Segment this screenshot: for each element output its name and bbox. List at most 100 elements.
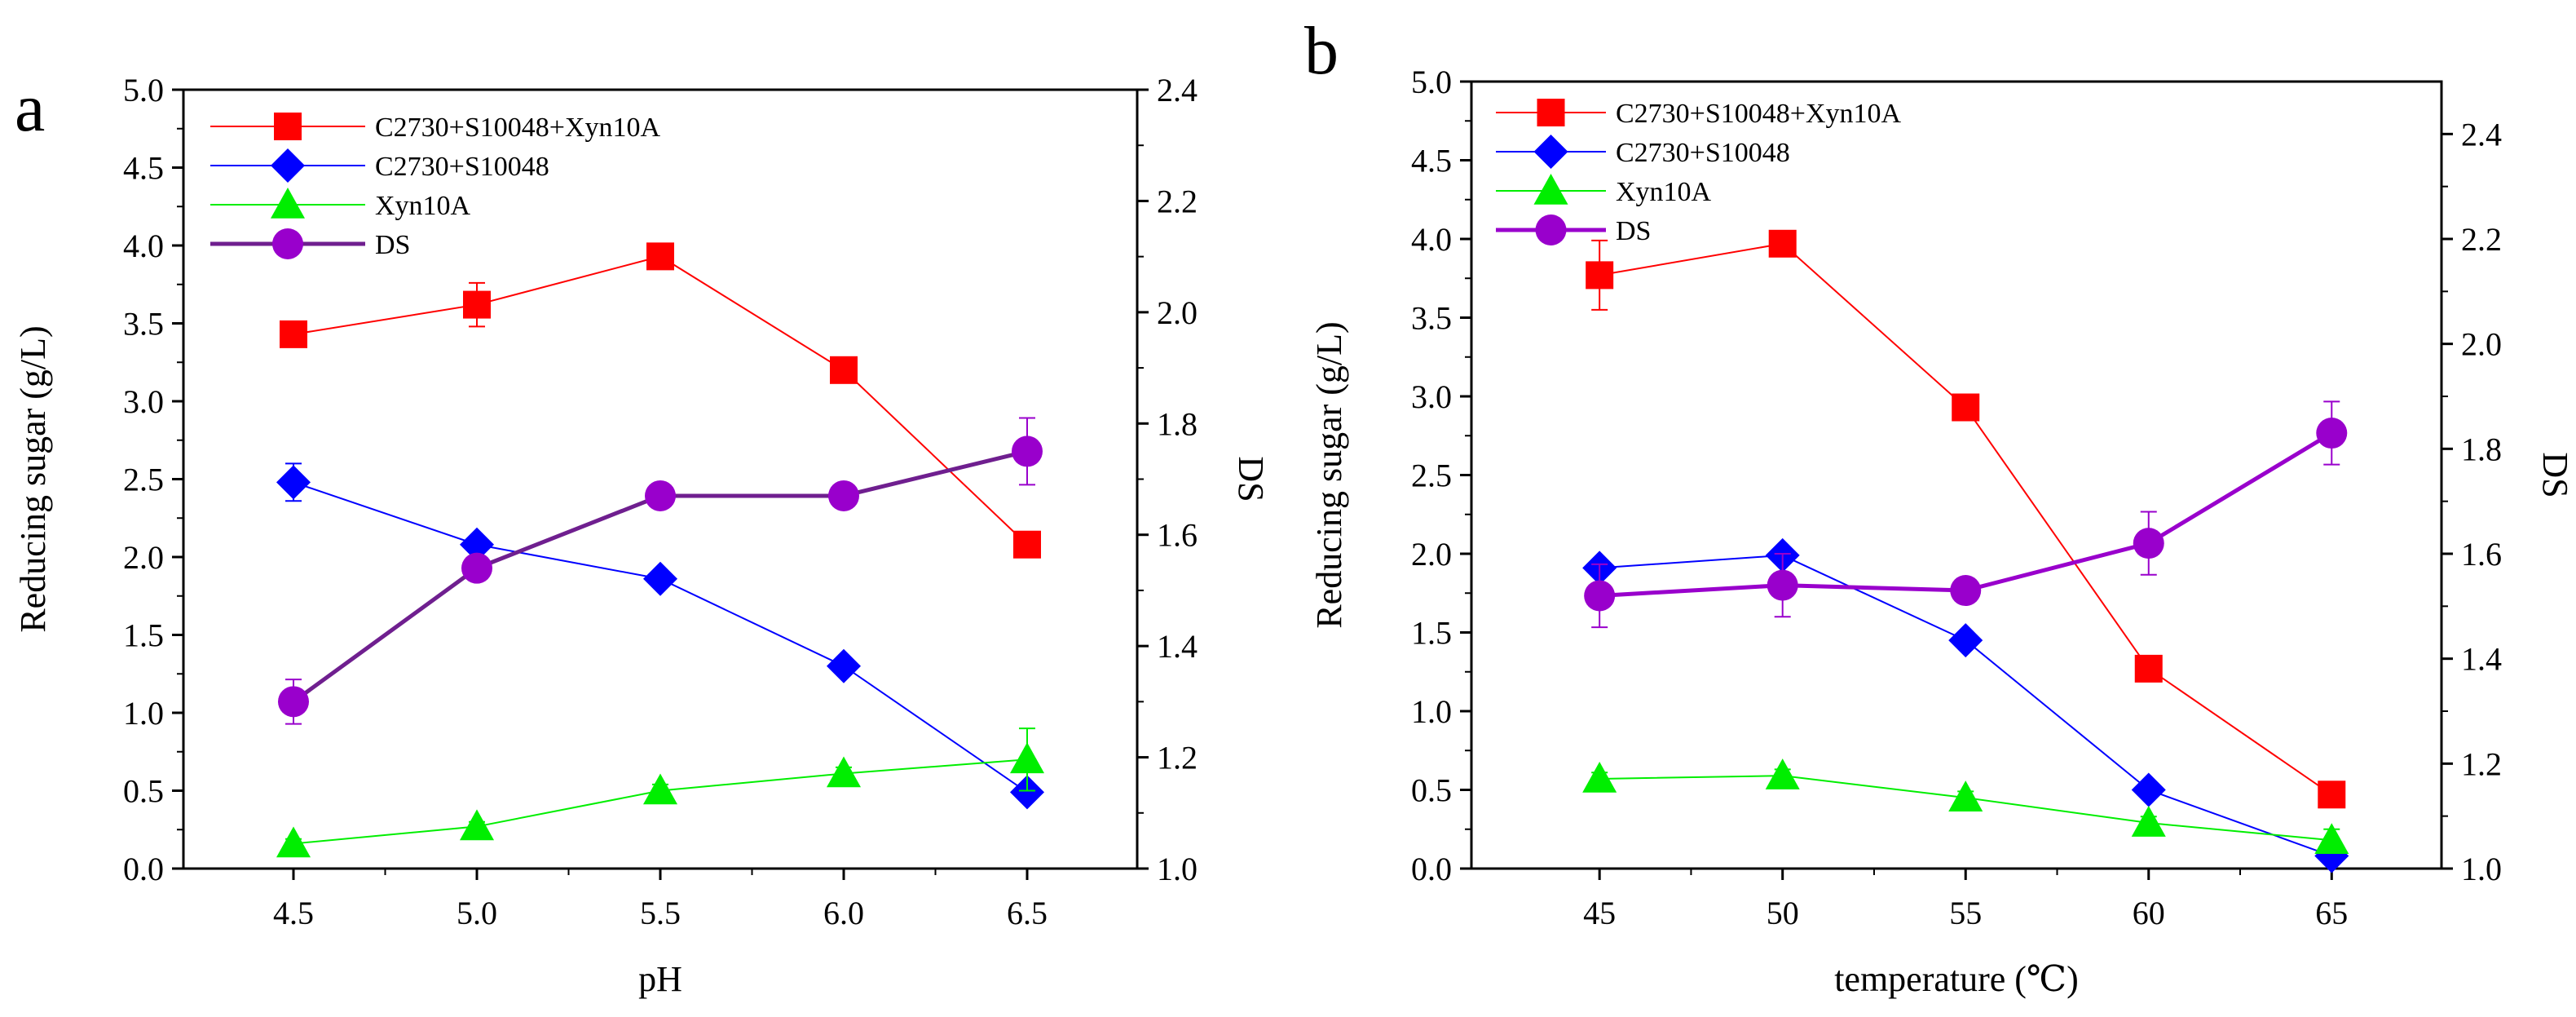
- x-axis-label: pH: [638, 959, 682, 999]
- data-point: [828, 480, 859, 511]
- y2-tick-label: 1.4: [1157, 628, 1198, 665]
- data-point: [2314, 823, 2349, 855]
- y-tick-label: 2.5: [123, 462, 164, 498]
- data-point: [2131, 806, 2166, 837]
- series-2: [1582, 758, 2349, 855]
- y-tick-label: 3.5: [123, 306, 164, 343]
- data-point: [646, 242, 674, 271]
- data-point: [460, 809, 494, 841]
- series-3: [278, 417, 1043, 725]
- data-point: [276, 826, 311, 858]
- legend-label: C2730+S10048: [1616, 138, 1790, 168]
- data-point: [1948, 780, 1983, 811]
- legend-marker: [272, 228, 303, 259]
- legend-label: Xyn10A: [1616, 177, 1712, 207]
- legend-label: C2730+S10048: [375, 152, 549, 182]
- y2-tick-label: 1.8: [2461, 431, 2502, 467]
- panel-letter: b: [1304, 13, 1339, 89]
- legend-marker: [1537, 99, 1565, 126]
- y-tick-label: 2.0: [123, 539, 164, 576]
- data-point: [1013, 530, 1041, 559]
- legend-marker: [1535, 214, 1567, 245]
- legend-marker: [1533, 174, 1568, 205]
- series-1: [276, 462, 1044, 810]
- data-point: [1012, 436, 1043, 467]
- data-point: [2316, 418, 2348, 449]
- x-tick-label: 5.5: [640, 895, 681, 931]
- legend-marker: [271, 188, 305, 219]
- x-tick-label: 6.5: [1007, 895, 1048, 931]
- y2-tick-label: 1.2: [1157, 740, 1198, 776]
- data-point: [2134, 654, 2163, 683]
- y-tick-label: 1.5: [1411, 615, 1452, 652]
- x-tick-label: 65: [2315, 895, 2348, 931]
- y-tick-label: 1.5: [123, 617, 164, 654]
- chart-panel-a: a 0.0 0.5 1.0 1.5 2.0 2.5 3.0 3.5 4.0 4.5 5.0 1.0 1.2…: [13, 70, 1271, 999]
- y-tick-label: 4.5: [123, 150, 164, 187]
- y-axis-label: Reducing sugar (g/L): [1309, 321, 1349, 628]
- y-tick-label: 2.5: [1411, 458, 1452, 494]
- x-tick-label: 55: [1949, 895, 1982, 931]
- panel-letter: a: [15, 70, 45, 146]
- x-tick-label: 4.5: [273, 895, 314, 931]
- legend: C2730+S10048+Xyn10A C2730+S10048 Xyn10A DS: [1496, 99, 1901, 246]
- data-point: [280, 320, 307, 348]
- y-tick-label: 3.5: [1411, 300, 1452, 337]
- x-tick-label: 45: [1583, 895, 1616, 931]
- data-point: [1765, 758, 1800, 789]
- y2-tick-label: 2.0: [2461, 326, 2502, 363]
- y-tick-label: 0.0: [123, 851, 164, 887]
- data-point: [1950, 575, 1982, 607]
- legend-label: C2730+S10048+Xyn10A: [1616, 99, 1901, 129]
- y-tick-label: 0.5: [1411, 772, 1452, 809]
- data-point: [276, 465, 311, 500]
- data-point: [827, 756, 861, 788]
- y-tick-label: 0.5: [123, 773, 164, 810]
- y2-tick-label: 1.0: [2461, 851, 2502, 887]
- data-point: [1010, 742, 1044, 774]
- y2-axis-label: DS: [1231, 456, 1271, 502]
- y2-tick-label: 2.4: [2461, 116, 2502, 153]
- y-tick-label: 4.5: [1411, 143, 1452, 179]
- y-tick-label: 1.0: [1411, 693, 1452, 730]
- legend: C2730+S10048+Xyn10A C2730+S10048 Xyn10A DS: [210, 113, 660, 260]
- series-0: [1586, 229, 2346, 809]
- x-axis-label: temperature (℃): [1834, 959, 2079, 999]
- y2-tick-label: 1.8: [1157, 405, 1198, 442]
- y-tick-label: 5.0: [1411, 64, 1452, 100]
- y2-tick-label: 1.0: [1157, 851, 1198, 887]
- data-point: [645, 480, 676, 511]
- y2-tick-label: 1.6: [2461, 536, 2502, 573]
- y-tick-label: 3.0: [1411, 378, 1452, 415]
- y-tick-label: 0.0: [1411, 851, 1452, 887]
- data-point: [643, 773, 677, 805]
- data-point: [2133, 528, 2164, 559]
- y-tick-label: 1.0: [123, 695, 164, 732]
- data-point: [643, 561, 677, 596]
- series-0: [280, 242, 1041, 559]
- x-tick-label: 5.0: [457, 895, 497, 931]
- series-line: [293, 481, 1028, 794]
- data-point: [1948, 623, 1983, 658]
- data-point: [2131, 772, 2166, 807]
- y-tick-label: 5.0: [123, 72, 164, 108]
- y2-tick-label: 1.4: [2461, 641, 2502, 678]
- data-point: [830, 356, 858, 384]
- y2-axis-label: DS: [2535, 452, 2575, 497]
- y-tick-label: 2.0: [1411, 536, 1452, 573]
- data-point: [1768, 229, 1797, 258]
- x-tick-label: 6.0: [823, 895, 864, 931]
- data-point: [827, 648, 861, 683]
- y2-tick-label: 1.6: [1157, 517, 1198, 554]
- y2-tick-label: 2.0: [1157, 294, 1198, 331]
- data-point: [1586, 261, 1614, 290]
- legend-marker: [274, 113, 302, 140]
- legend-label: C2730+S10048+Xyn10A: [375, 113, 660, 143]
- y-axis-label: Reducing sugar (g/L): [13, 325, 53, 632]
- x-tick-label: 50: [1767, 895, 1799, 931]
- legend-marker: [1533, 135, 1568, 169]
- legend-marker: [271, 148, 305, 183]
- data-point: [461, 552, 492, 584]
- data-point: [463, 290, 491, 319]
